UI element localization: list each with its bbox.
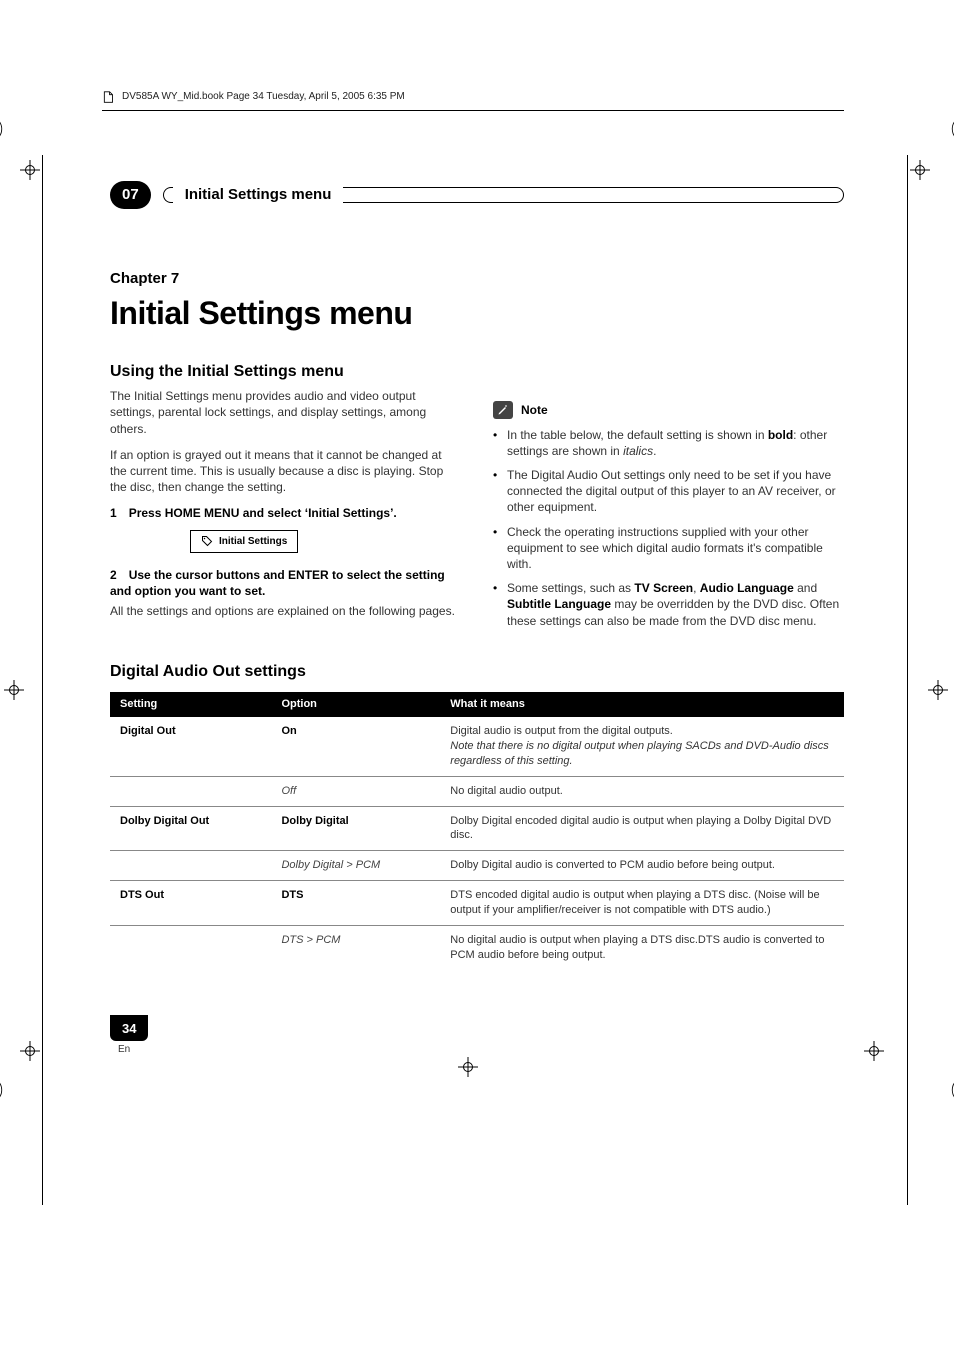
registration-mark-icon	[948, 112, 954, 146]
bold-text: TV Screen	[634, 581, 693, 595]
cell-setting	[110, 925, 271, 969]
step-text: Press HOME MENU and select ‘Initial Sett…	[129, 506, 397, 520]
page: DV585A WY_Mid.book Page 34 Tuesday, Apri…	[0, 0, 954, 1097]
table-row: DTS OutDTSDTS encoded digital audio is o…	[110, 881, 844, 926]
crosshair-icon	[20, 160, 40, 180]
section-title: Using the Initial Settings menu	[110, 361, 461, 383]
crosshair-icon	[4, 680, 24, 700]
step-number: 1	[110, 506, 117, 520]
paragraph: All the settings and options are explain…	[110, 603, 461, 619]
text: .	[653, 444, 656, 458]
col-setting: Setting	[110, 692, 271, 717]
alignment-bar-icon	[907, 155, 908, 1205]
registration-mark-icon	[0, 1073, 6, 1107]
table-row: OffNo digital audio output.	[110, 776, 844, 806]
paragraph: The Initial Settings menu provides audio…	[110, 388, 461, 437]
cell-setting: Digital Out	[110, 717, 271, 776]
chapter-bar-title: Initial Settings menu	[185, 185, 332, 205]
language-label: En	[118, 1043, 844, 1057]
book-meta-line: DV585A WY_Mid.book Page 34 Tuesday, Apri…	[102, 90, 844, 111]
list-item: Check the operating instructions supplie…	[493, 524, 844, 573]
table-row: DTS > PCMNo digital audio is output when…	[110, 925, 844, 969]
table-row: Digital OutOnDigital audio is output fro…	[110, 717, 844, 776]
cell-meaning: Dolby Digital encoded digital audio is o…	[440, 806, 844, 851]
crosshair-icon	[928, 680, 948, 700]
bold-text: bold	[768, 428, 793, 442]
list-item: Some settings, such as TV Screen, Audio …	[493, 580, 844, 629]
list-item: In the table below, the default setting …	[493, 427, 844, 459]
two-column-layout: Using the Initial Settings menu The Init…	[110, 361, 844, 637]
left-column: Using the Initial Settings menu The Init…	[110, 361, 461, 637]
cell-setting	[110, 851, 271, 881]
text: In the table below, the default setting …	[507, 428, 768, 442]
registration-mark-icon	[0, 112, 6, 146]
table-header-row: Setting Option What it means	[110, 692, 844, 717]
text: Some settings, such as	[507, 581, 634, 595]
cell-option: Dolby Digital	[271, 806, 440, 851]
cell-setting: DTS Out	[110, 881, 271, 926]
cell-setting: Dolby Digital Out	[110, 806, 271, 851]
step-heading: 2Use the cursor buttons and ENTER to sel…	[110, 567, 461, 599]
cell-meaning: No digital audio is output when playing …	[440, 925, 844, 969]
cell-option: Off	[271, 776, 440, 806]
crosshair-icon	[864, 1041, 884, 1061]
col-meaning: What it means	[440, 692, 844, 717]
page-title: Initial Settings menu	[110, 292, 844, 335]
col-option: Option	[271, 692, 440, 717]
chapter-bar: 07 Initial Settings menu	[110, 181, 844, 209]
text: and	[794, 581, 817, 595]
note-list: In the table below, the default setting …	[493, 427, 844, 629]
book-icon	[102, 90, 116, 104]
tag-icon	[201, 535, 213, 547]
settings-table: Setting Option What it means Digital Out…	[110, 692, 844, 969]
cell-meaning: DTS encoded digital audio is output when…	[440, 881, 844, 926]
table-row: Dolby Digital > PCMDolby Digital audio i…	[110, 851, 844, 881]
paragraph: If an option is grayed out it means that…	[110, 447, 461, 496]
bold-text: Audio Language	[700, 581, 794, 595]
alignment-bar-icon	[42, 155, 43, 1205]
registration-mark-icon	[948, 1073, 954, 1107]
list-item: The Digital Audio Out settings only need…	[493, 467, 844, 516]
cell-option: Dolby Digital > PCM	[271, 851, 440, 881]
text: Check the operating instructions supplie…	[507, 525, 823, 571]
table-row: Dolby Digital OutDolby DigitalDolby Digi…	[110, 806, 844, 851]
chapter-rule-cap	[163, 187, 173, 203]
book-meta-text: DV585A WY_Mid.book Page 34 Tuesday, Apri…	[122, 90, 405, 104]
text: The Digital Audio Out settings only need…	[507, 468, 836, 514]
chapter-number-pill: 07	[110, 181, 151, 209]
cell-meaning: Digital audio is output from the digital…	[440, 717, 844, 776]
note-label: Note	[521, 402, 548, 418]
cell-option: DTS	[271, 881, 440, 926]
cell-setting	[110, 776, 271, 806]
italic-text: italics	[623, 444, 653, 458]
initial-settings-label: Initial Settings	[219, 535, 287, 549]
cell-option: DTS > PCM	[271, 925, 440, 969]
pencil-icon	[493, 401, 513, 419]
table-title: Digital Audio Out settings	[110, 661, 844, 683]
step-text: Use the cursor buttons and ENTER to sele…	[110, 568, 445, 598]
cell-meaning: Dolby Digital audio is converted to PCM …	[440, 851, 844, 881]
crosshair-icon	[910, 160, 930, 180]
crosshair-icon	[458, 1057, 478, 1077]
page-footer: 34 En	[110, 1015, 844, 1056]
bold-text: Subtitle Language	[507, 597, 611, 611]
step-number: 2	[110, 568, 117, 582]
crosshair-icon	[20, 1041, 40, 1061]
text: ,	[693, 581, 700, 595]
cell-meaning: No digital audio output.	[440, 776, 844, 806]
page-number: 34	[110, 1015, 148, 1041]
right-column: Note In the table below, the default set…	[493, 361, 844, 637]
note-header: Note	[493, 401, 844, 419]
chapter-rule	[343, 187, 844, 203]
initial-settings-menu-item: Initial Settings	[190, 530, 298, 554]
cell-option: On	[271, 717, 440, 776]
step-heading: 1 Press HOME MENU and select ‘Initial Set…	[110, 505, 461, 521]
chapter-label: Chapter 7	[110, 269, 844, 289]
